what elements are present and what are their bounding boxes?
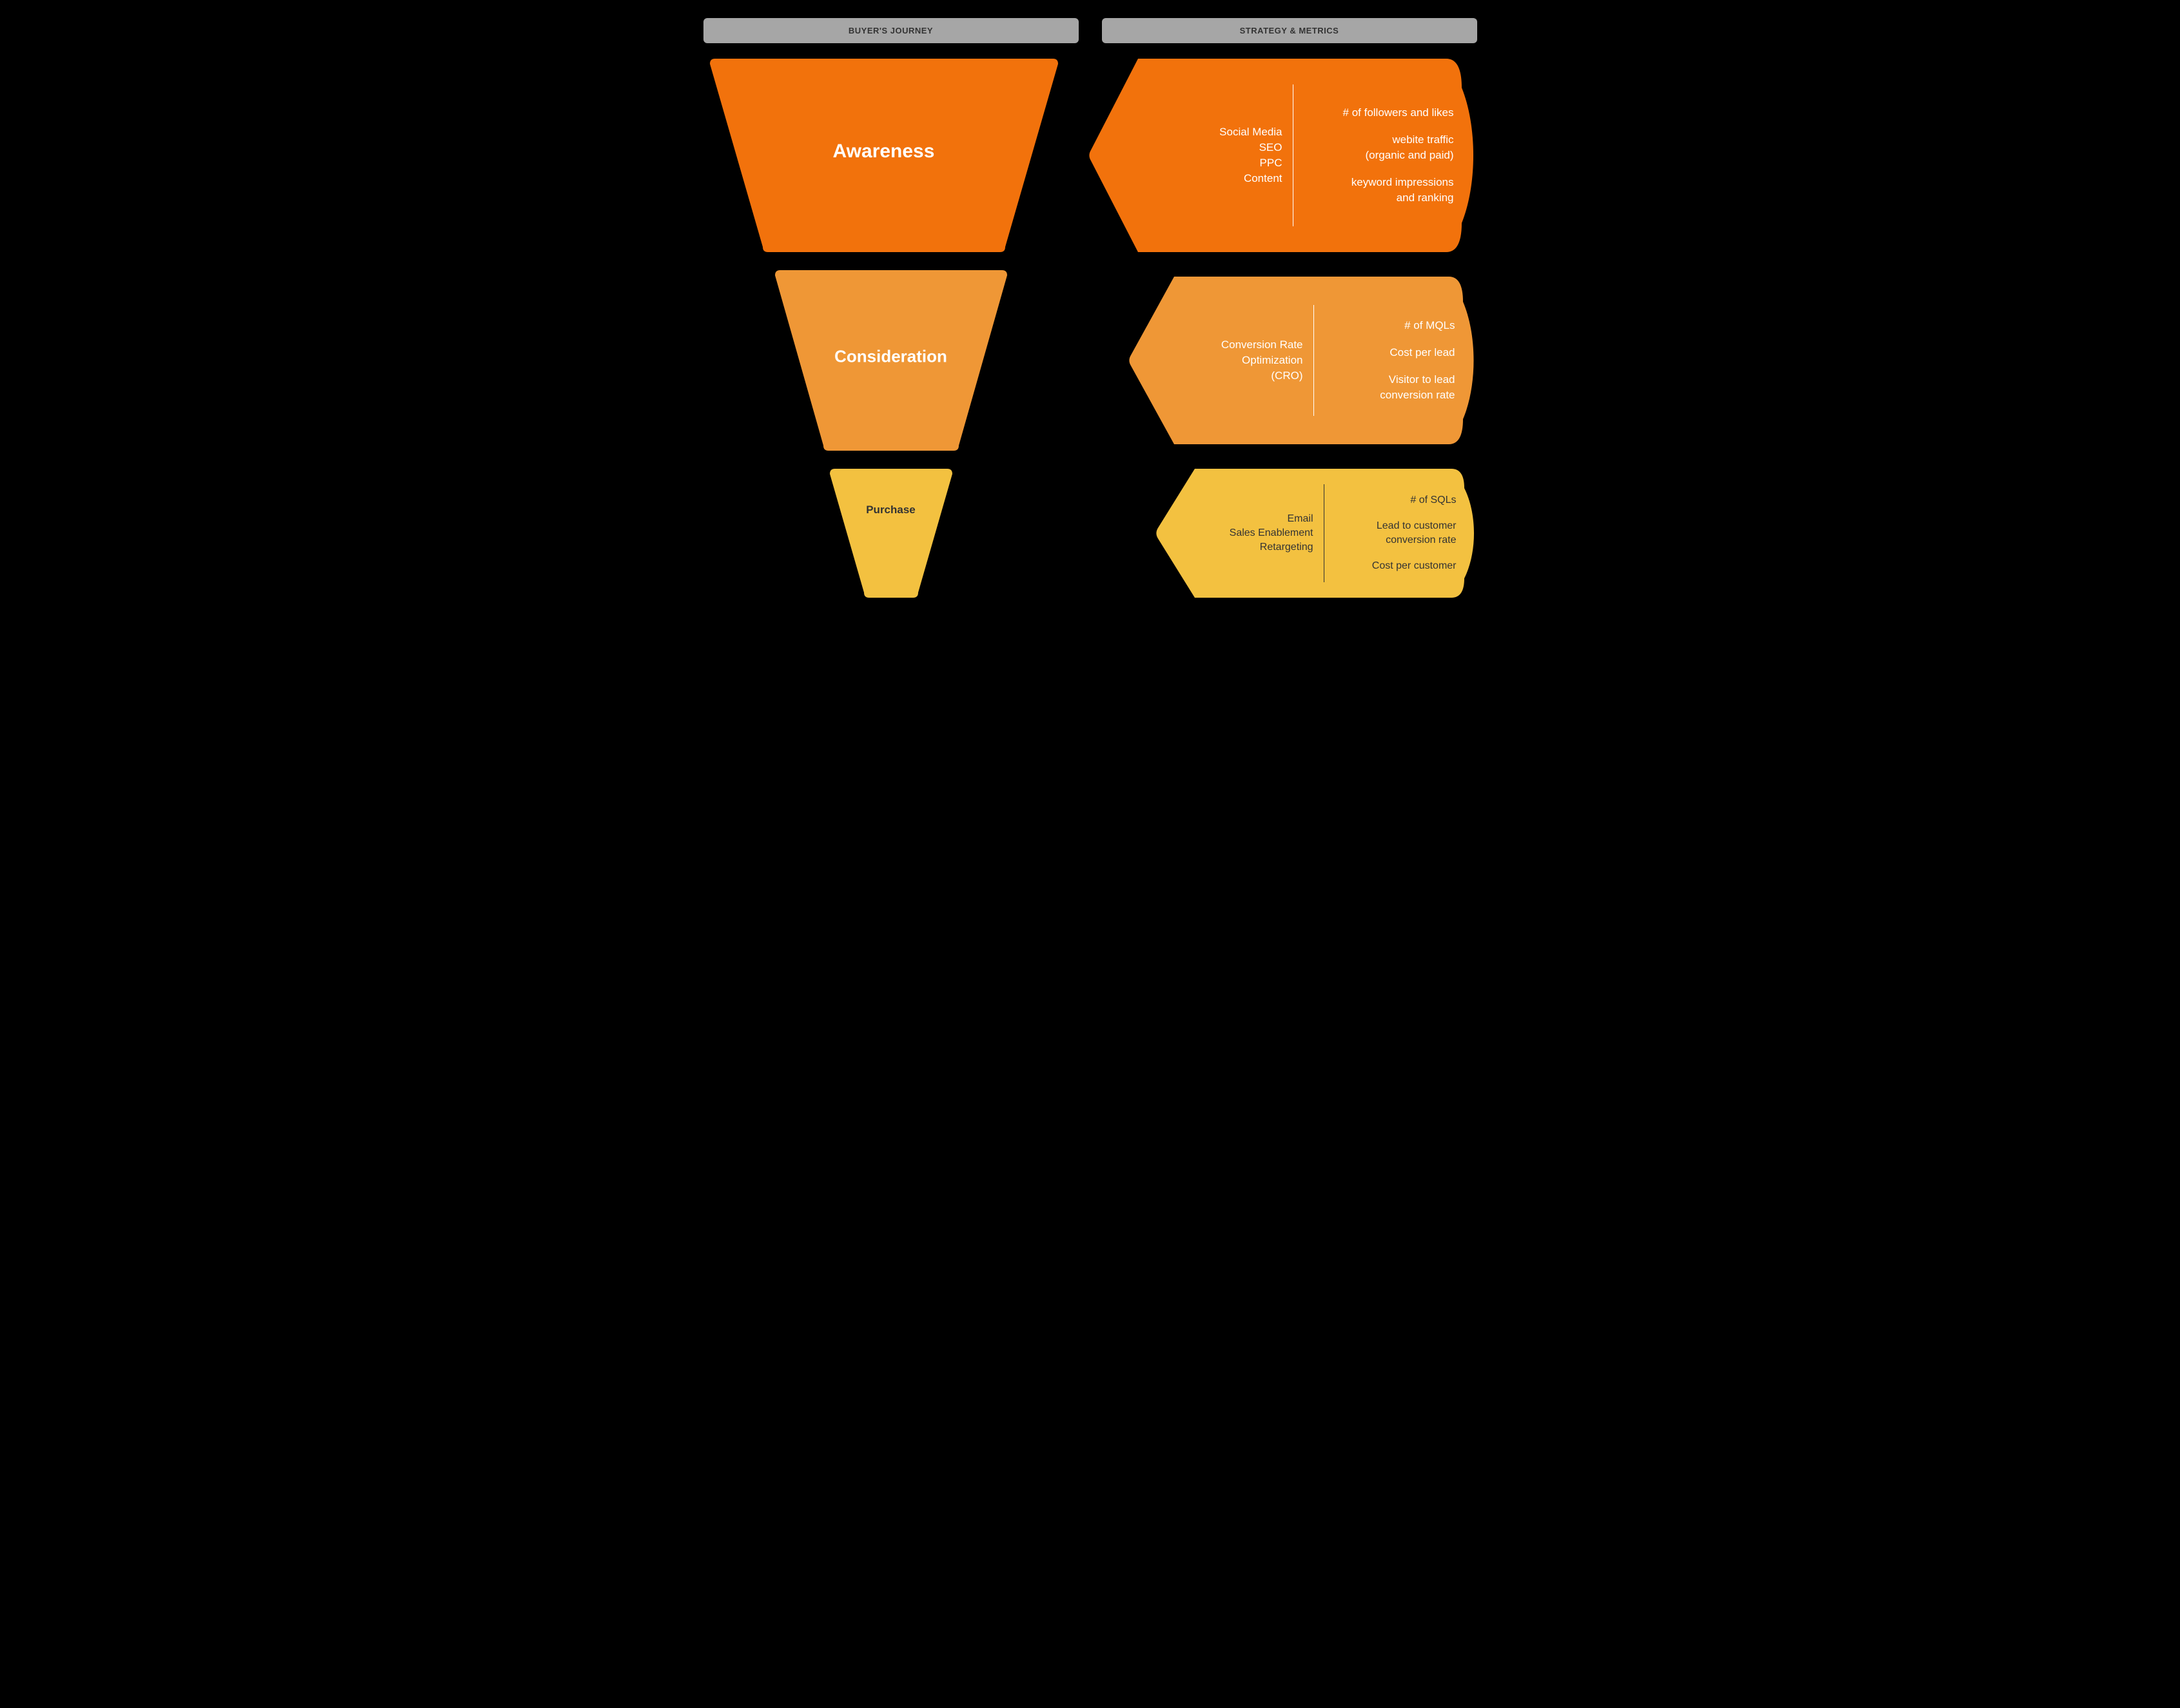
metric-line: # of SQLs: [1410, 493, 1456, 507]
metric-line: Cost per customer: [1372, 559, 1457, 573]
strategy-item: PPC: [1260, 155, 1282, 171]
header-buyers-journey: BUYER'S JOURNEY: [703, 18, 1079, 43]
stage-row-awareness: Awareness Social MediaSEOPPCContent # of f…: [703, 59, 1477, 252]
metric-item: Visitor to leadconversion rate: [1380, 372, 1455, 403]
metric-item: Cost per customer: [1372, 559, 1457, 573]
strategy-item: (CRO): [1271, 368, 1302, 384]
strategy-box-awareness: Social MediaSEOPPCContent # of followers …: [1088, 59, 1477, 252]
strategy-content: EmailSales EnablementRetargeting # of SQL…: [1195, 469, 1457, 598]
metric-line: # of followers and likes: [1343, 105, 1454, 121]
metric-item: Cost per lead: [1390, 345, 1455, 360]
strategy-content: Conversion RateOptimization(CRO) # of MQL…: [1174, 277, 1455, 444]
metric-item: # of MQLs: [1404, 318, 1455, 333]
funnel-col: Purchase: [703, 469, 1079, 598]
strategy-item: Email: [1287, 512, 1313, 526]
strategy-box-consideration: Conversion RateOptimization(CRO) # of MQL…: [1128, 277, 1477, 444]
strategy-col: Social MediaSEOPPCContent # of followers …: [1088, 59, 1477, 252]
metric-line: and ranking: [1351, 190, 1454, 206]
funnel-col: Awareness: [703, 59, 1065, 252]
strategy-item: Optimization: [1242, 353, 1302, 368]
metric-line: # of MQLs: [1404, 318, 1455, 333]
metrics-list: # of SQLs Lead to customerconversion rate…: [1335, 493, 1457, 573]
strategy-col: EmailSales EnablementRetargeting # of SQL…: [1102, 469, 1477, 598]
metric-line: conversion rate: [1377, 533, 1457, 547]
column-headers: BUYER'S JOURNEY STRATEGY & METRICS: [703, 18, 1477, 43]
metric-line: webite traffic: [1365, 132, 1453, 148]
funnel-segment-consideration: Consideration: [775, 270, 1007, 451]
strategy-item: SEO: [1259, 140, 1282, 155]
strategies-list: Conversion RateOptimization(CRO): [1174, 337, 1303, 384]
strategy-box-purchase: EmailSales EnablementRetargeting # of SQL…: [1155, 469, 1477, 598]
funnel-rows: Awareness Social MediaSEOPPCContent # of f…: [703, 59, 1477, 598]
strategy-content: Social MediaSEOPPCContent # of followers …: [1138, 59, 1454, 252]
header-strategy-metrics: STRATEGY & METRICS: [1102, 18, 1477, 43]
metric-line: Cost per lead: [1390, 345, 1455, 360]
funnel-col: Consideration: [703, 270, 1079, 451]
strategy-item: Social Media: [1219, 124, 1282, 140]
funnel-diagram: BUYER'S JOURNEY STRATEGY & METRICS Aware…: [703, 18, 1477, 598]
strategy-item: Conversion Rate: [1221, 337, 1303, 353]
metric-line: Visitor to lead: [1380, 372, 1455, 388]
funnel-segment-purchase: Purchase: [830, 469, 952, 598]
strategy-item: Content: [1244, 171, 1282, 186]
funnel-label-consideration: Consideration: [775, 347, 1007, 367]
funnel-segment-awareness: Awareness: [710, 59, 1058, 252]
strategy-col: Conversion RateOptimization(CRO) # of MQL…: [1102, 277, 1477, 444]
funnel-label-purchase: Purchase: [830, 504, 952, 516]
metric-line: Lead to customer: [1377, 519, 1457, 533]
metrics-list: # of MQLs Cost per lead Visitor to leadcon…: [1324, 318, 1455, 403]
metric-item: Lead to customerconversion rate: [1377, 519, 1457, 547]
metric-item: # of followers and likes: [1343, 105, 1454, 121]
metric-line: (organic and paid): [1365, 148, 1453, 163]
strategy-item: Retargeting: [1260, 540, 1313, 555]
metric-item: # of SQLs: [1410, 493, 1456, 507]
metrics-list: # of followers and likes webite traffic(o…: [1304, 105, 1454, 206]
metric-item: webite traffic(organic and paid): [1365, 132, 1453, 163]
metric-item: keyword impressionsand ranking: [1351, 175, 1454, 206]
strategy-item: Sales Enablement: [1230, 526, 1313, 540]
strategies-list: Social MediaSEOPPCContent: [1138, 124, 1282, 186]
stage-row-purchase: Purchase EmailSales EnablementRetargeting…: [703, 469, 1477, 598]
strategies-list: EmailSales EnablementRetargeting: [1195, 512, 1313, 555]
divider: [1313, 305, 1314, 416]
funnel-label-awareness: Awareness: [710, 141, 1058, 162]
metric-line: conversion rate: [1380, 388, 1455, 403]
metric-line: keyword impressions: [1351, 175, 1454, 190]
stage-row-consideration: Consideration Conversion RateOptimization…: [703, 270, 1477, 451]
